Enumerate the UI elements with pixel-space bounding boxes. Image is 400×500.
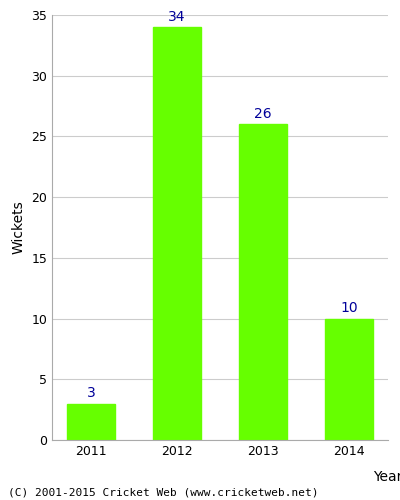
Text: 34: 34 bbox=[168, 10, 186, 24]
X-axis label: Year: Year bbox=[373, 470, 400, 484]
Y-axis label: Wickets: Wickets bbox=[12, 200, 26, 254]
Text: 26: 26 bbox=[254, 106, 272, 120]
Text: 3: 3 bbox=[86, 386, 95, 400]
Bar bbox=[67, 404, 114, 440]
Text: 10: 10 bbox=[340, 301, 358, 315]
Bar bbox=[153, 27, 201, 440]
Bar bbox=[326, 318, 373, 440]
Bar bbox=[239, 124, 287, 440]
Text: (C) 2001-2015 Cricket Web (www.cricketweb.net): (C) 2001-2015 Cricket Web (www.cricketwe… bbox=[8, 488, 318, 498]
